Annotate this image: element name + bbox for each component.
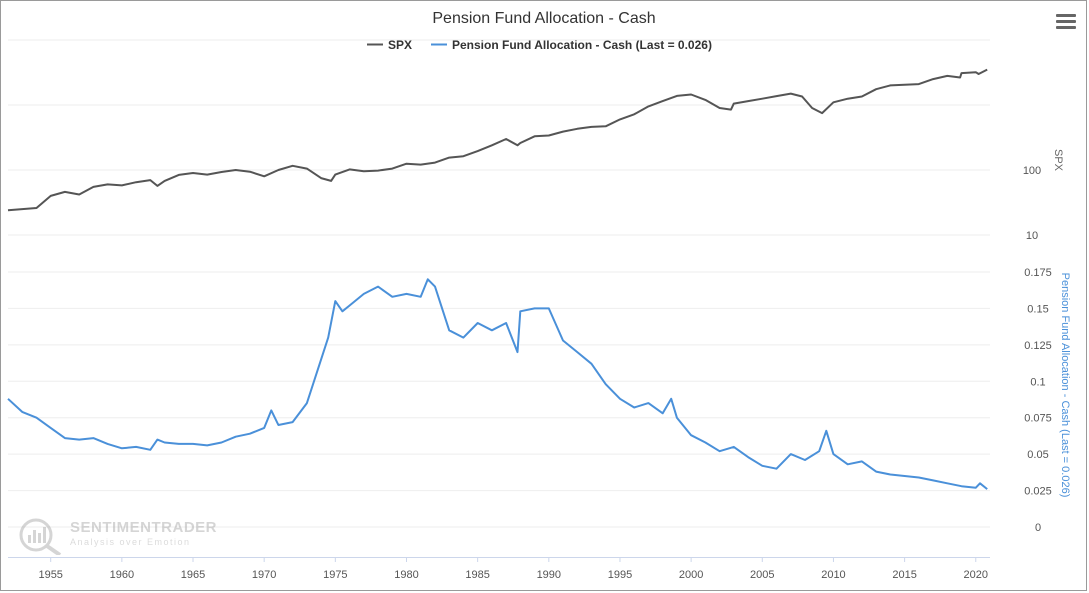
cash-tick-label: 0.175 xyxy=(1024,267,1052,279)
cash-series-line xyxy=(7,278,988,490)
cash-tick-label: 0.025 xyxy=(1024,486,1052,498)
cash-tick-label: 0.15 xyxy=(1027,303,1048,315)
x-tick-label: 1985 xyxy=(465,569,489,581)
menu-bar xyxy=(1056,20,1076,23)
x-tick-label: 2015 xyxy=(892,569,916,581)
x-tick-label: 2020 xyxy=(964,569,988,581)
legend-label-cash: Pension Fund Allocation - Cash (Last = 0… xyxy=(452,38,712,52)
cash-axis: 0 0.025 0.05 0.075 0.1 0.125 0.15 0.175 xyxy=(1024,267,1052,534)
chart-title: Pension Fund Allocation - Cash xyxy=(432,10,655,27)
watermark-title: SENTIMENTRADER xyxy=(70,519,218,536)
spx-axis-label: SPX xyxy=(1052,149,1064,172)
legend-item-cash[interactable]: Pension Fund Allocation - Cash (Last = 0… xyxy=(431,38,712,52)
x-tick-label: 1995 xyxy=(608,569,632,581)
x-tick-label: 2000 xyxy=(679,569,703,581)
magnifier-logo-icon xyxy=(19,518,62,555)
legend: SPX Pension Fund Allocation - Cash (Last… xyxy=(367,38,712,52)
cash-tick-label: 0 xyxy=(1035,522,1041,534)
x-tick-label: 2010 xyxy=(821,569,845,581)
watermark-subtitle: Analysis over Emotion xyxy=(70,537,191,547)
legend-item-spx[interactable]: SPX xyxy=(367,38,412,52)
x-tick-label: 1980 xyxy=(394,569,418,581)
spx-series-line xyxy=(7,68,988,212)
x-tick-label: 1955 xyxy=(38,569,62,581)
x-tick-label: 1970 xyxy=(252,569,276,581)
x-axis: 1955 1960 1965 1970 1975 1980 1985 1990 1995 2000… xyxy=(8,557,990,581)
x-tick-label: 1975 xyxy=(323,569,347,581)
sentimentrader-watermark-logo: SENTIMENTRADER Analysis over Emotion xyxy=(14,515,224,555)
hamburger-menu-icon[interactable] xyxy=(1056,14,1076,30)
cash-tick-label: 0.125 xyxy=(1024,340,1052,352)
cash-axis-label: Pension Fund Allocation - Cash (Last = 0… xyxy=(1059,273,1071,498)
spx-tick-label: 10 xyxy=(1026,230,1038,242)
cash-tick-label: 0.05 xyxy=(1027,449,1048,461)
spx-axis: 10 100 xyxy=(1023,165,1041,242)
legend-label-spx: SPX xyxy=(388,38,412,52)
cash-tick-label: 0.1 xyxy=(1030,376,1045,388)
x-tick-label: 1965 xyxy=(181,569,205,581)
grid xyxy=(8,39,990,528)
cash-tick-label: 0.075 xyxy=(1024,413,1052,425)
spx-tick-label: 100 xyxy=(1023,165,1041,177)
x-tick-label: 1960 xyxy=(110,569,134,581)
menu-bar xyxy=(1056,26,1076,29)
menu-bar xyxy=(1056,14,1076,17)
x-tick-label: 1990 xyxy=(537,569,561,581)
plot-area xyxy=(7,68,988,490)
x-tick-label: 2005 xyxy=(750,569,774,581)
